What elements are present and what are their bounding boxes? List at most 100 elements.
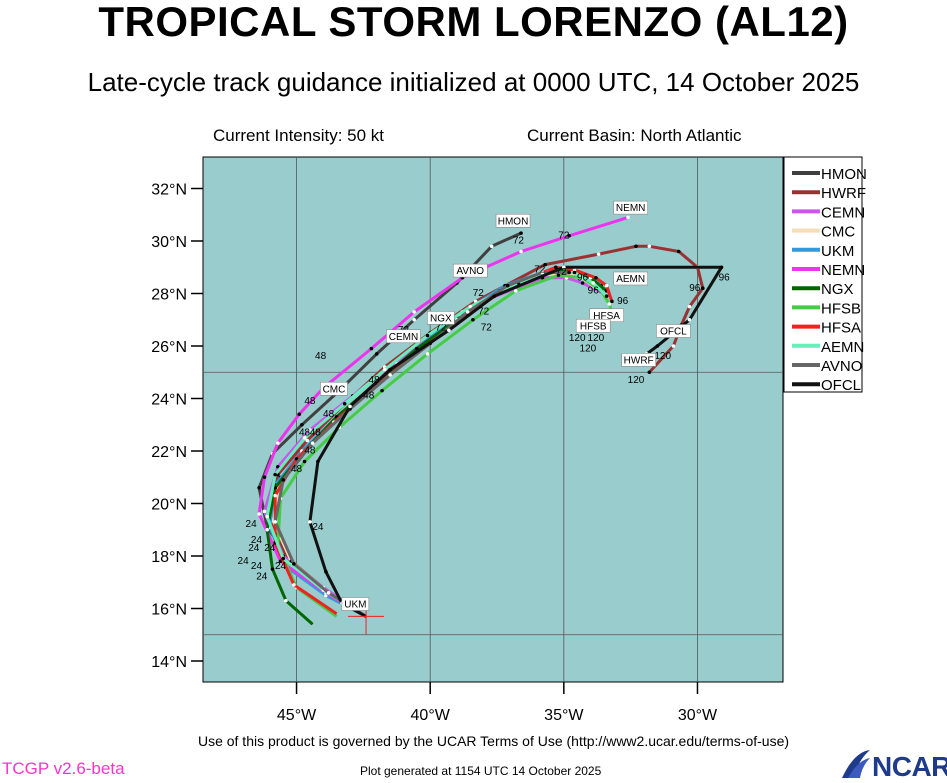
forecast-hour-label: 72	[534, 265, 546, 276]
y-tick-label: 18°N	[151, 549, 187, 566]
model-end-label-text: AVNO	[456, 266, 484, 277]
forecast-hour-label: 24	[264, 543, 276, 554]
forecast-hour-label: 72	[513, 236, 525, 247]
model-end-label-text: CEMN	[389, 332, 418, 343]
model-end-label: OFCL	[656, 324, 691, 338]
track-point-hwrf	[701, 286, 705, 291]
track-point-hmon	[519, 231, 523, 235]
model-end-label: NEMN	[613, 200, 648, 215]
track-point-avno	[273, 520, 277, 524]
forecast-hour-label: 48	[368, 375, 380, 386]
model-end-label-box	[621, 353, 656, 367]
track-point-ofcl	[719, 265, 724, 270]
chart-subtitle: Late-cycle track guidance initialized at…	[87, 67, 860, 97]
y-tick-label: 24°N	[151, 392, 187, 409]
track-point-hwrf	[676, 249, 681, 254]
track-point-hfsa	[292, 583, 296, 587]
forecast-hour-label: 48	[304, 446, 316, 457]
track-point-aemn	[591, 281, 596, 285]
track-point-hwrf	[671, 344, 676, 348]
track-point-hwrf	[543, 262, 547, 267]
track-point-avno	[292, 562, 296, 566]
model-end-label-box	[495, 213, 531, 228]
track-point-hfsa	[273, 493, 277, 498]
track-point-nemn	[276, 441, 280, 445]
track-point-ofcl	[316, 459, 320, 464]
track-point-hfsb	[425, 352, 430, 356]
forecast-hour-label: 96	[577, 272, 589, 283]
x-tick-label: 45°W	[277, 707, 317, 724]
model-end-label-text: HMON	[498, 216, 529, 227]
track-point-ofcl	[388, 367, 392, 372]
model-end-label-text: CMC	[323, 384, 346, 395]
track-point-ofcl	[308, 520, 312, 524]
model-end-label-box	[575, 318, 611, 333]
track-point-nemn	[567, 233, 571, 238]
track-point-nemn	[257, 512, 261, 516]
track-point-avno	[326, 590, 331, 595]
model-end-label-box	[320, 381, 348, 396]
track-point-avno	[505, 283, 510, 288]
track-point-hwrf	[687, 304, 692, 309]
track-point-hfsb	[513, 289, 518, 293]
forecast-hour-label: 24	[246, 519, 258, 530]
forecast-hour-label: 24	[251, 535, 263, 546]
legend-label-avno: AVNO	[821, 358, 862, 375]
forecast-hour-label: 48	[310, 427, 322, 438]
forecast-hour-label: 24	[238, 556, 250, 567]
model-end-label: HWRF	[621, 353, 656, 367]
track-point-aemn	[572, 270, 577, 275]
legend-label-ofcl: OFCL	[821, 377, 861, 394]
track-point-hfsa	[554, 265, 558, 270]
track-point-hwrf	[647, 244, 652, 249]
y-tick-label: 32°N	[151, 182, 187, 199]
track-point-aemn	[273, 472, 277, 477]
model-end-label: HFSB	[575, 318, 611, 333]
track-point-nemn	[369, 346, 374, 351]
track-point-ofcl	[492, 294, 497, 298]
forecast-hour-label: 72	[556, 267, 568, 278]
y-tick-label: 14°N	[151, 654, 187, 671]
forecast-hour-label: 48	[304, 396, 316, 407]
forecast-hour-label: 24	[248, 543, 260, 554]
forecast-hour-label: 24	[251, 561, 263, 572]
forecast-hour-label: 24	[256, 572, 268, 583]
model-end-label: CMC	[320, 381, 348, 396]
track-point-aemn	[382, 367, 387, 372]
model-end-label: CEMN	[386, 329, 421, 344]
x-tick-label: 35°W	[544, 707, 584, 724]
current-intensity: Current Intensity: 50 kt	[213, 126, 385, 145]
track-point-ngx	[265, 527, 269, 532]
track-point-avno	[465, 310, 470, 314]
track-point-ngx	[270, 567, 275, 571]
forecast-hour-label: 24	[312, 522, 324, 533]
track-point-nemn	[262, 475, 267, 480]
legend-label-aemn: AEMN	[821, 339, 864, 356]
label-layer: 2424242424242424244848484848484848484872…	[238, 200, 730, 611]
legend-label-hfsa: HFSA	[821, 320, 861, 337]
track-point-hwrf	[305, 438, 310, 443]
track-point-cemn	[276, 464, 280, 469]
generated-label: Plot generated at 1154 UTC 14 October 20…	[360, 764, 602, 778]
track-point-ofcl	[655, 344, 660, 348]
model-end-label-text: HWRF	[624, 355, 654, 366]
model-end-label-text: HFSB	[580, 321, 607, 332]
model-end-label-box	[656, 324, 691, 338]
model-end-label-text: UKM	[344, 600, 366, 611]
model-end-label: UKM	[341, 597, 370, 611]
legend: HMON HWRF CEMN CMC UKM NEMN NGX HFSB HFSA AEMN AVN…	[783, 156, 867, 394]
model-end-label-text: OFCL	[660, 327, 687, 338]
track-point-avno	[310, 441, 315, 445]
axis-layer: 14°N 16°N 18°N 20°N 22°N 24°N 26°N 28°N 30°N 32°N…	[151, 182, 718, 725]
model-end-label-box	[341, 597, 370, 611]
track-point-hfsb	[471, 317, 475, 322]
track-point-avno	[388, 373, 392, 377]
track-point-ofcl	[324, 569, 328, 574]
track-layer	[257, 215, 724, 635]
track-point-avno	[567, 270, 571, 275]
legend-label-ukm: UKM	[821, 243, 854, 260]
x-tick-label: 30°W	[678, 707, 718, 724]
forecast-hour-label: 48	[363, 391, 375, 402]
model-end-label-text: HFSA	[593, 311, 620, 322]
